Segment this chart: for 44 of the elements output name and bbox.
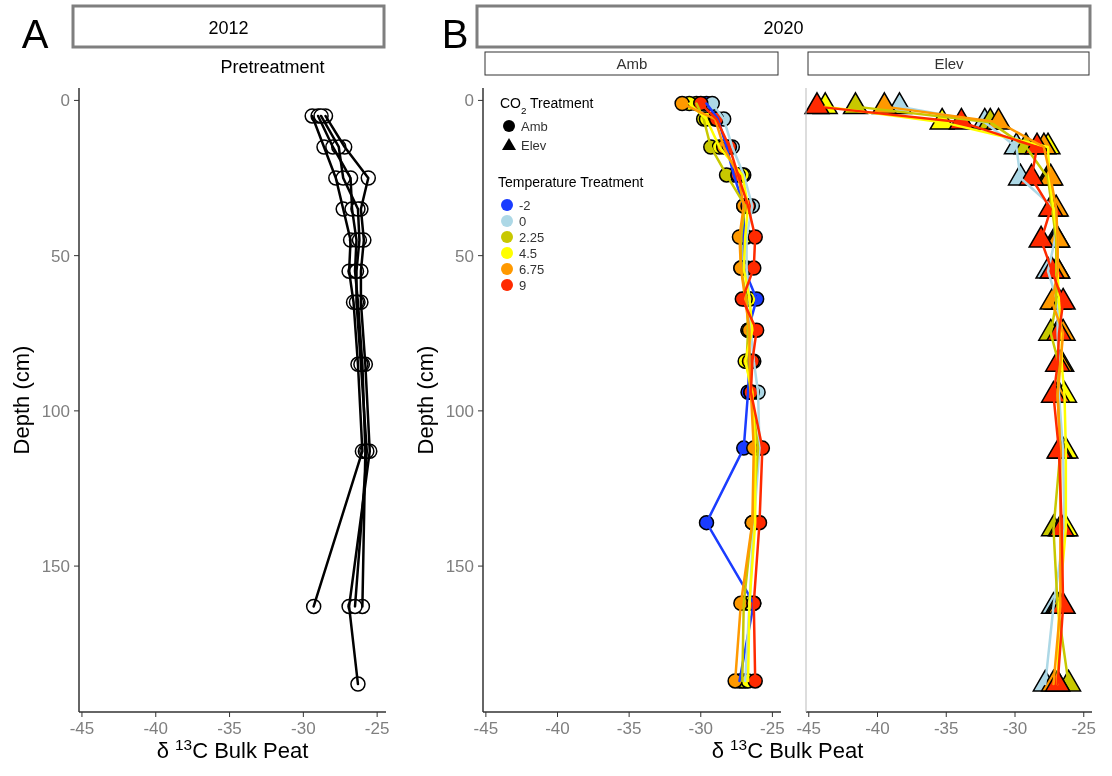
legend-label: 9 — [519, 278, 527, 293]
y-tick-label: 150 — [445, 557, 474, 577]
chart-subtitle: Amb — [616, 55, 648, 72]
chart-subtitle: Elev — [934, 55, 965, 72]
x-tick-label: -25 — [1071, 719, 1097, 738]
y-tick-label: 100 — [41, 401, 70, 421]
legend-label: 2.25 — [519, 230, 545, 245]
text: B — [441, 12, 469, 56]
text: A — [21, 12, 49, 56]
x-tick-label: -25 — [364, 719, 390, 738]
y-axis-title: Depth (cm) — [9, 345, 34, 455]
y-tick-label: 100 — [445, 401, 474, 421]
y-tick-label: 150 — [41, 557, 70, 577]
chart-title: 2020 — [763, 18, 804, 38]
x-tick-label: -35 — [616, 719, 642, 738]
y-tick-label: 50 — [51, 246, 70, 266]
x-tick-label: -45 — [796, 719, 822, 738]
legend-label: 6.75 — [519, 262, 545, 277]
y-axis-title: Depth (cm) — [413, 345, 438, 455]
y-tick-label: 0 — [464, 91, 474, 111]
chart-subtitle: Pretreatment — [220, 57, 325, 77]
x-tick-label: -30 — [1002, 719, 1028, 738]
x-axis-title: δ $^{13}$C Bulk Peat — [711, 735, 864, 763]
legend-title: Temperature Treatment — [498, 174, 644, 190]
annotation: CO$_{2}$ Treatment — [500, 95, 594, 116]
annotation: Amb — [521, 119, 548, 134]
x-tick-label: -30 — [291, 719, 316, 738]
x-tick-label: -40 — [865, 719, 890, 738]
x-tick-label: -45 — [69, 719, 95, 738]
x-tick-label: -40 — [545, 719, 570, 738]
x-tick-label: -45 — [473, 719, 499, 738]
x-tick-label: -35 — [933, 719, 959, 738]
legend-label: 0 — [519, 214, 527, 229]
x-axis-title: δ $^{13}$C Bulk Peat — [156, 735, 309, 763]
x-tick-label: -40 — [143, 719, 169, 738]
annotation: Elev — [521, 138, 547, 153]
chart-title: 2012 — [208, 18, 249, 38]
x-tick-label: -35 — [217, 719, 242, 738]
legend-label: -2 — [519, 198, 531, 213]
y-tick-label: 0 — [60, 91, 70, 111]
y-tick-label: 50 — [455, 246, 474, 266]
legend-label: 4.5 — [519, 246, 538, 261]
x-tick-label: -30 — [688, 719, 714, 738]
x-tick-label: -25 — [760, 719, 785, 738]
